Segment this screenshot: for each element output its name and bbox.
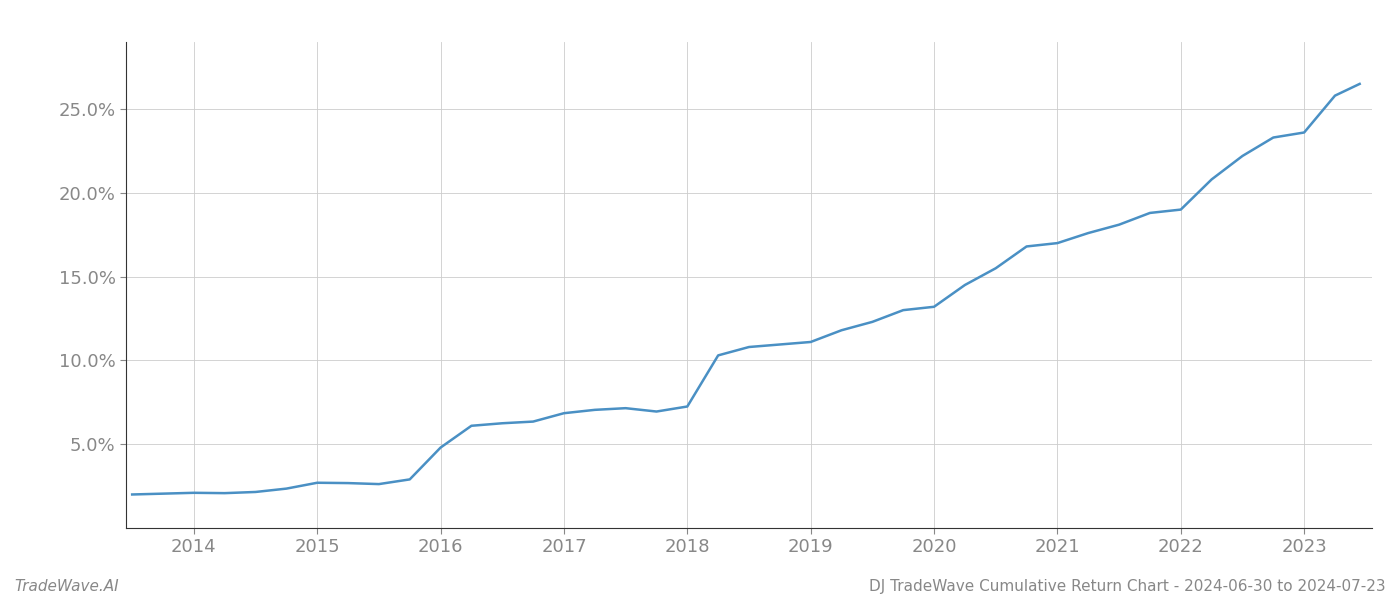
Text: TradeWave.AI: TradeWave.AI <box>14 579 119 594</box>
Text: DJ TradeWave Cumulative Return Chart - 2024-06-30 to 2024-07-23: DJ TradeWave Cumulative Return Chart - 2… <box>869 579 1386 594</box>
